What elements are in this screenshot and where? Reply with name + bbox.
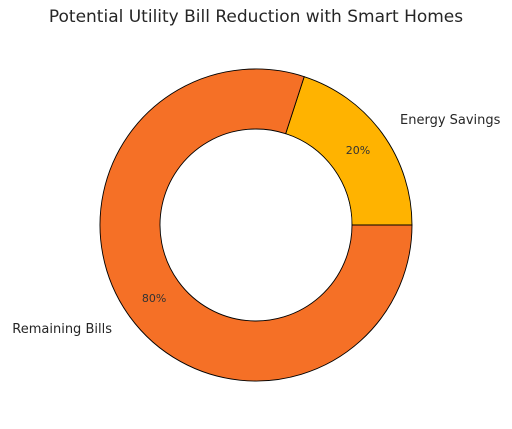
chart-title: Potential Utility Bill Reduction with Sm… <box>48 7 464 27</box>
slice-remaining-bills <box>99 68 413 382</box>
slice-pct-remaining-bills: 80% <box>142 292 166 305</box>
slice-pct-energy-savings: 20% <box>346 144 370 157</box>
slice-label-remaining-bills: Remaining Bills <box>12 322 112 337</box>
donut-hole <box>160 129 352 321</box>
slice-label-energy-savings: Energy Savings <box>400 113 501 128</box>
